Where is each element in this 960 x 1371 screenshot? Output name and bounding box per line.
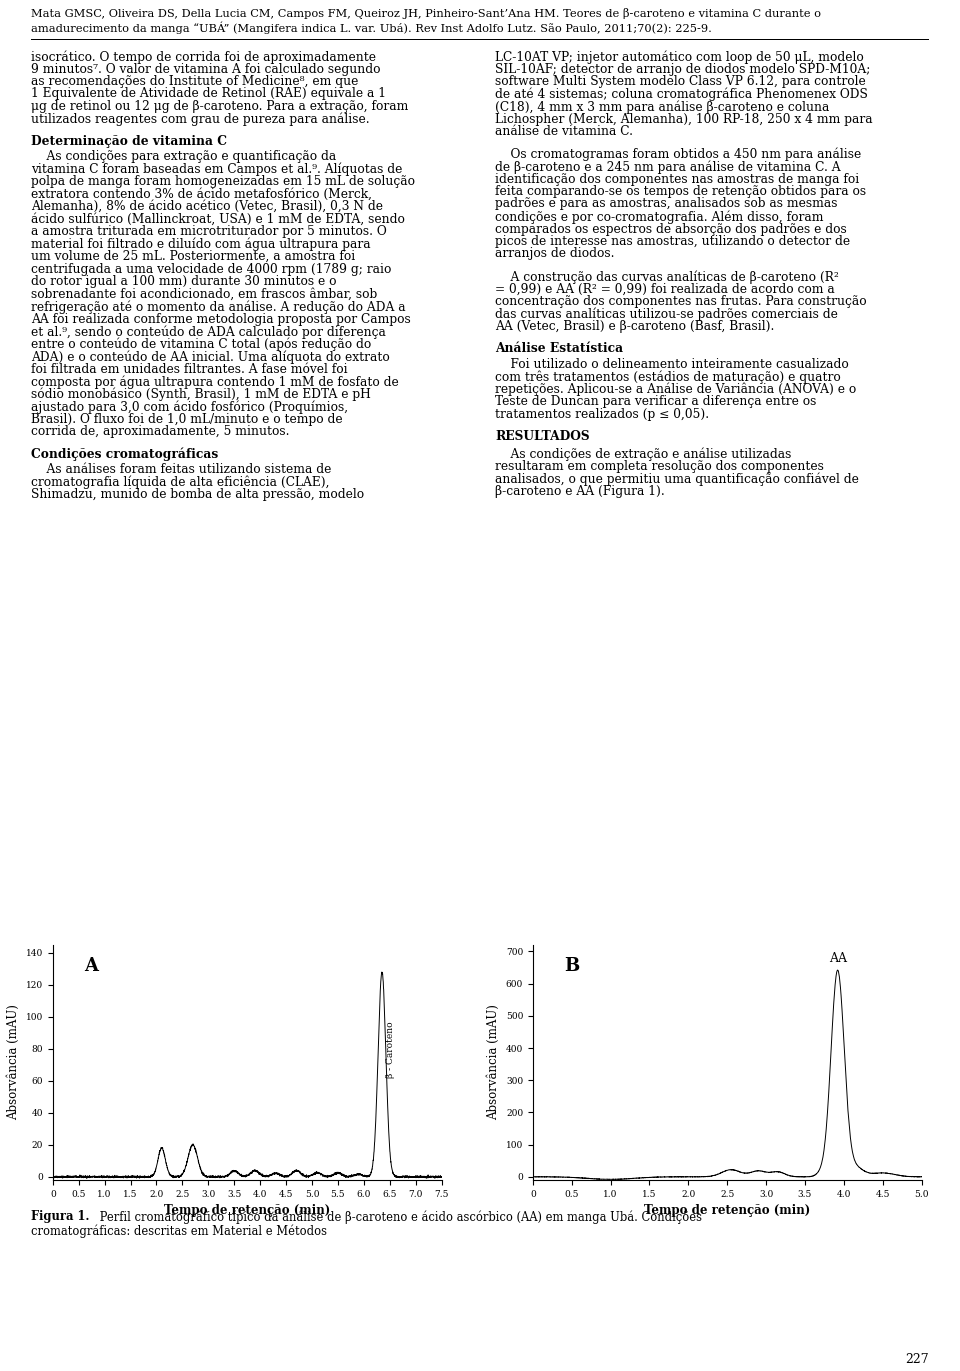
- Text: arranjos de diodos.: arranjos de diodos.: [495, 248, 614, 260]
- Text: Os cromatogramas foram obtidos a 450 nm para análise: Os cromatogramas foram obtidos a 450 nm …: [495, 148, 862, 160]
- Text: A: A: [84, 957, 98, 975]
- Text: Brasil). O fluxo foi de 1,0 mL/minuto e o tempo de: Brasil). O fluxo foi de 1,0 mL/minuto e …: [31, 413, 343, 425]
- Text: vitamina C foram baseadas em Campos et al.⁹. Alíquotas de: vitamina C foram baseadas em Campos et a…: [31, 163, 402, 175]
- Text: refrigeração até o momento da análise. A redução do ADA a: refrigeração até o momento da análise. A…: [31, 300, 405, 314]
- Text: ADA) e o conteúdo de AA inicial. Uma alíquota do extrato: ADA) e o conteúdo de AA inicial. Uma alí…: [31, 350, 390, 363]
- Text: um volume de 25 mL. Posteriormente, a amostra foi: um volume de 25 mL. Posteriormente, a am…: [31, 250, 355, 263]
- Text: análise de vitamina C.: análise de vitamina C.: [495, 125, 634, 138]
- Text: de até 4 sistemas; coluna cromatográfica Phenomenex ODS: de até 4 sistemas; coluna cromatográfica…: [495, 88, 868, 101]
- Text: sobrenadante foi acondicionado, em frascos âmbar, sob: sobrenadante foi acondicionado, em frasc…: [31, 288, 377, 300]
- Text: a amostra triturada em microtriturador por 5 minutos. O: a amostra triturada em microtriturador p…: [31, 225, 387, 239]
- Text: concentração dos componentes nas frutas. Para construção: concentração dos componentes nas frutas.…: [495, 295, 867, 308]
- X-axis label: Tempo de retenção (min): Tempo de retenção (min): [164, 1204, 330, 1217]
- Text: cromatografia líquida de alta eficiência (CLAE),: cromatografia líquida de alta eficiência…: [31, 474, 329, 488]
- Text: padrões e para as amostras, analisados sob as mesmas: padrões e para as amostras, analisados s…: [495, 197, 838, 211]
- Text: et al.⁹, sendo o conteúdo de ADA calculado por diferença: et al.⁹, sendo o conteúdo de ADA calcula…: [31, 325, 386, 339]
- Text: AA: AA: [828, 951, 847, 965]
- Text: com três tratamentos (estádios de maturação) e quatro: com três tratamentos (estádios de matura…: [495, 370, 841, 384]
- Text: Teste de Duncan para verificar a diferença entre os: Teste de Duncan para verificar a diferen…: [495, 395, 817, 409]
- Text: entre o conteúdo de vitamina C total (após redução do: entre o conteúdo de vitamina C total (ap…: [31, 337, 371, 351]
- Text: As condições de extração e análise utilizadas: As condições de extração e análise utili…: [495, 447, 792, 461]
- Text: corrida de, aproximadamente, 5 minutos.: corrida de, aproximadamente, 5 minutos.: [31, 425, 289, 437]
- Text: Condições cromatográficas: Condições cromatográficas: [31, 447, 218, 461]
- Text: Análise Estatística: Análise Estatística: [495, 343, 623, 355]
- Text: Shimadzu, munido de bomba de alta pressão, modelo: Shimadzu, munido de bomba de alta pressã…: [31, 488, 364, 500]
- Text: cromatográficas: descritas em Material e Métodos: cromatográficas: descritas em Material e…: [31, 1224, 326, 1238]
- Text: 227: 227: [905, 1353, 929, 1366]
- Text: as recomendações do Institute of Medicine⁸, em que: as recomendações do Institute of Medicin…: [31, 75, 358, 88]
- Text: repetições. Aplicou-se a Análise de Variância (ANOVA) e o: repetições. Aplicou-se a Análise de Vari…: [495, 383, 856, 396]
- Text: identificação dos componentes nas amostras de manga foi: identificação dos componentes nas amostr…: [495, 173, 859, 185]
- Text: SIL-10AF; detector de arranjo de diodos modelo SPD-M10A;: SIL-10AF; detector de arranjo de diodos …: [495, 63, 871, 75]
- Text: LC-10AT VP; injetor automático com loop de 50 μL, modelo: LC-10AT VP; injetor automático com loop …: [495, 49, 864, 63]
- Text: β - Caroteno: β - Caroteno: [386, 1021, 396, 1078]
- Text: composta por água ultrapura contendo 1 mM de fosfato de: composta por água ultrapura contendo 1 m…: [31, 376, 398, 388]
- Text: isocrático. O tempo de corrida foi de aproximadamente: isocrático. O tempo de corrida foi de ap…: [31, 49, 375, 63]
- Text: software Multi System modelo Class VP 6.12, para controle: software Multi System modelo Class VP 6.…: [495, 75, 866, 88]
- Text: das curvas analíticas utilizou-se padrões comerciais de: das curvas analíticas utilizou-se padrõe…: [495, 307, 838, 321]
- Text: material foi filtrado e diluído com água ultrapura para: material foi filtrado e diluído com água…: [31, 237, 371, 251]
- Text: AA (Vetec, Brasil) e β-caroteno (Basf, Brasil).: AA (Vetec, Brasil) e β-caroteno (Basf, B…: [495, 319, 775, 333]
- Text: resultaram em completa resolução dos componentes: resultaram em completa resolução dos com…: [495, 461, 825, 473]
- Text: tratamentos realizados (p ≤ 0,05).: tratamentos realizados (p ≤ 0,05).: [495, 407, 709, 421]
- Text: RESULTADOS: RESULTADOS: [495, 430, 590, 443]
- Text: picos de interesse nas amostras, utilizando o detector de: picos de interesse nas amostras, utiliza…: [495, 234, 851, 248]
- Text: comparados os espectros de absorção dos padrões e dos: comparados os espectros de absorção dos …: [495, 222, 847, 236]
- Text: feita comparando-se os tempos de retenção obtidos para os: feita comparando-se os tempos de retençã…: [495, 185, 867, 197]
- Text: As análises foram feitas utilizando sistema de: As análises foram feitas utilizando sist…: [31, 462, 331, 476]
- Text: B: B: [564, 957, 579, 975]
- Text: sódio monobásico (Synth, Brasil), 1 mM de EDTA e pH: sódio monobásico (Synth, Brasil), 1 mM d…: [31, 388, 371, 400]
- Text: do rotor igual a 100 mm) durante 30 minutos e o: do rotor igual a 100 mm) durante 30 minu…: [31, 276, 336, 288]
- Text: ⁠⁠⁠⁠⁠⁠⁠⁠⁠⁠⁠⁠⁠⁠⁠⁠⁠⁠⁠Figura 1.: ⁠⁠⁠⁠⁠⁠⁠⁠⁠⁠⁠⁠⁠⁠⁠⁠⁠⁠⁠Figura 1.: [31, 1211, 89, 1223]
- Text: Lichospher (Merck, Alemanha), 100 RP-18, 250 x 4 mm para: Lichospher (Merck, Alemanha), 100 RP-18,…: [495, 112, 873, 126]
- Text: (C18), 4 mm x 3 mm para análise β-caroteno e coluna: (C18), 4 mm x 3 mm para análise β-carote…: [495, 100, 829, 114]
- Y-axis label: Absorvância (mAU): Absorvância (mAU): [487, 1005, 500, 1120]
- Text: ajustado para 3,0 com ácido fosfórico (Proquímios,: ajustado para 3,0 com ácido fosfórico (P…: [31, 400, 348, 414]
- Text: foi filtrada em unidades filtrantes. A fase móvel foi: foi filtrada em unidades filtrantes. A f…: [31, 362, 348, 376]
- Text: de β-caroteno e a 245 nm para análise de vitamina C. A: de β-caroteno e a 245 nm para análise de…: [495, 160, 841, 174]
- Text: polpa de manga foram homogeneizadas em 15 mL de solução: polpa de manga foram homogeneizadas em 1…: [31, 175, 415, 188]
- Y-axis label: Absorvância (mAU): Absorvância (mAU): [8, 1005, 20, 1120]
- Text: As condições para extração e quantificação da: As condições para extração e quantificaç…: [31, 149, 336, 163]
- Text: 1 Equivalente de Atividade de Retinol (RAE) equivale a 1: 1 Equivalente de Atividade de Retinol (R…: [31, 88, 386, 100]
- Text: Perfil cromatográfico típico da análise de β-caroteno e ácido ascórbico (AA) em : Perfil cromatográfico típico da análise …: [96, 1211, 702, 1223]
- Text: analisados, o que permitiu uma quantificação confiável de: analisados, o que permitiu uma quantific…: [495, 473, 859, 485]
- Text: Foi utilizado o delineamento inteiramente casualizado: Foi utilizado o delineamento inteirament…: [495, 358, 849, 370]
- Text: condições e por co-cromatografia. Além disso, foram: condições e por co-cromatografia. Além d…: [495, 210, 824, 223]
- Text: μg de retinol ou 12 μg de β-caroteno. Para a extração, foram: μg de retinol ou 12 μg de β-caroteno. Pa…: [31, 100, 408, 112]
- Text: extratora contendo 3% de ácido metafosfórico (Merck,: extratora contendo 3% de ácido metafosfó…: [31, 188, 372, 200]
- Text: β-caroteno e AA (Figura 1).: β-caroteno e AA (Figura 1).: [495, 485, 665, 498]
- Text: amadurecimento da manga “UBÁ” (Mangifera indica L. var. Ubá). Rev Inst Adolfo Lu: amadurecimento da manga “UBÁ” (Mangifera…: [31, 22, 711, 34]
- Text: A construção das curvas analíticas de β-caroteno (R²: A construção das curvas analíticas de β-…: [495, 270, 839, 284]
- Text: utilizados reagentes com grau de pureza para análise.: utilizados reagentes com grau de pureza …: [31, 112, 370, 126]
- X-axis label: Tempo de retenção (min): Tempo de retenção (min): [644, 1204, 810, 1217]
- Text: centrifugada a uma velocidade de 4000 rpm (1789 g; raio: centrifugada a uma velocidade de 4000 rp…: [31, 262, 391, 276]
- Text: = 0,99) e AA (R² = 0,99) foi realizada de acordo com a: = 0,99) e AA (R² = 0,99) foi realizada d…: [495, 282, 835, 296]
- Text: ácido sulfúrico (Mallinckroat, USA) e 1 mM de EDTA, sendo: ácido sulfúrico (Mallinckroat, USA) e 1 …: [31, 213, 404, 225]
- Text: Mata GMSC, Oliveira DS, Della Lucia CM, Campos FM, Queiroz JH, Pinheiro-Sant’Ana: Mata GMSC, Oliveira DS, Della Lucia CM, …: [31, 8, 821, 19]
- Text: Determinação de vitamina C: Determinação de vitamina C: [31, 134, 227, 148]
- Text: Alemanha), 8% de ácido acético (Vetec, Brasil), 0,3 N de: Alemanha), 8% de ácido acético (Vetec, B…: [31, 200, 383, 213]
- Text: AA foi realizada conforme metodologia proposta por Campos: AA foi realizada conforme metodologia pr…: [31, 313, 411, 325]
- Text: 9 minutos⁷. O valor de vitamina A foi calculado segundo: 9 minutos⁷. O valor de vitamina A foi ca…: [31, 63, 380, 75]
